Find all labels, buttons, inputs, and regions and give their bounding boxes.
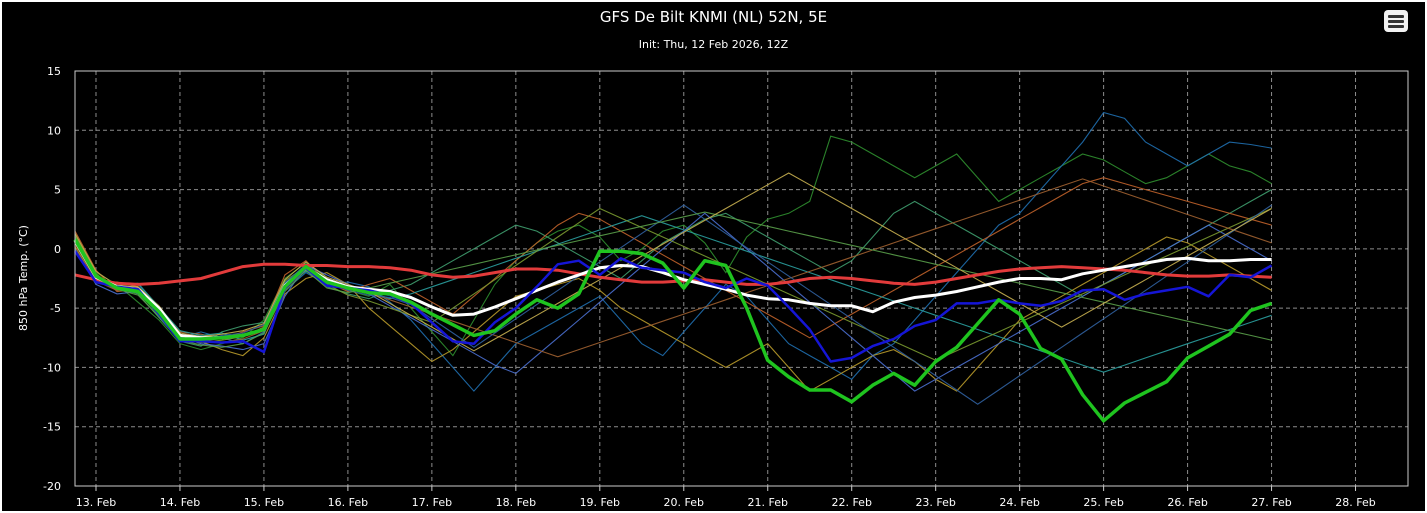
x-tick-label: 24. Feb bbox=[999, 496, 1039, 509]
ensemble-member-line bbox=[74, 111, 1272, 392]
y-tick-label: -20 bbox=[43, 480, 61, 493]
x-tick-label: 13. Feb bbox=[76, 496, 116, 509]
climatology-series-line bbox=[74, 262, 1272, 286]
y-tick-label: -10 bbox=[43, 361, 61, 374]
x-tick-label: 16. Feb bbox=[328, 496, 368, 509]
x-tick-label: 20. Feb bbox=[664, 496, 704, 509]
y-tick-label: 15 bbox=[47, 65, 61, 78]
y-tick-label: 5 bbox=[54, 184, 61, 197]
y-tick-label: -15 bbox=[43, 421, 61, 434]
x-axis-ticks: 13. Feb 14. Feb 15. Feb 16. Feb 17. Feb 18. F… bbox=[76, 486, 1376, 509]
chart-subtitle: Init: Thu, 12 Feb 2026, 12Z bbox=[638, 38, 789, 51]
main-series bbox=[73, 238, 1273, 423]
y-tick-label: 10 bbox=[47, 124, 61, 137]
hamburger-menu-icon[interactable] bbox=[1384, 10, 1408, 32]
control-series-line bbox=[73, 238, 1273, 423]
y-tick-label: -5 bbox=[50, 302, 61, 315]
ensemble-member-line bbox=[74, 172, 1272, 352]
x-tick-label: 27. Feb bbox=[1251, 496, 1291, 509]
x-tick-label: 18. Feb bbox=[496, 496, 536, 509]
x-tick-label: 15. Feb bbox=[244, 496, 284, 509]
grid bbox=[75, 71, 1408, 486]
x-tick-label: 22. Feb bbox=[831, 496, 871, 509]
ensemble-member-line bbox=[74, 177, 1272, 340]
ensemble-member-line bbox=[74, 135, 1272, 357]
x-tick-label: 21. Feb bbox=[748, 496, 788, 509]
x-tick-label: 25. Feb bbox=[1083, 496, 1123, 509]
y-axis-ticks: 15 10 5 0 -5 -10 -15 -20 bbox=[43, 65, 61, 493]
x-tick-label: 28. Feb bbox=[1335, 496, 1375, 509]
ensemble-member-line bbox=[74, 215, 1272, 373]
operational-series-line bbox=[73, 250, 1273, 363]
x-tick-label: 19. Feb bbox=[580, 496, 620, 509]
ensemble-members bbox=[74, 111, 1272, 405]
ensemble-member-line bbox=[74, 204, 1272, 405]
plot-area-border bbox=[74, 70, 1409, 487]
x-tick-label: 14. Feb bbox=[160, 496, 200, 509]
x-tick-label: 17. Feb bbox=[412, 496, 452, 509]
ensemble-member-line bbox=[74, 212, 1272, 392]
y-tick-label: 0 bbox=[54, 243, 61, 256]
x-tick-label: 26. Feb bbox=[1167, 496, 1207, 509]
y-axis-label: 850 hPa Temp. (°C) bbox=[17, 225, 30, 331]
ensemble-member-line bbox=[74, 236, 1272, 392]
x-tick-label: 23. Feb bbox=[915, 496, 955, 509]
chart-title: GFS De Bilt KNMI (NL) 52N, 5E bbox=[599, 8, 828, 26]
